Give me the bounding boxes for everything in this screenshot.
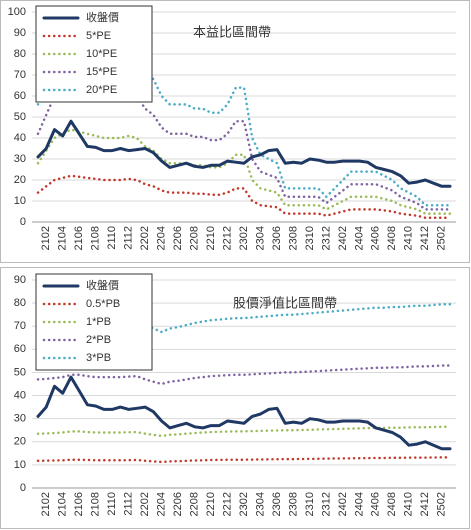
chart-title: 本益比區間帶 [193, 24, 271, 39]
x-tick-label: 2412 [419, 492, 431, 516]
x-tick-label: 2208 [188, 492, 200, 516]
x-tick-label: 2212 [221, 492, 233, 516]
y-tick-label: 70 [14, 320, 26, 332]
legend-label: 3*PB [86, 352, 111, 364]
y-tick-label: 0 [20, 216, 26, 228]
x-tick-label: 2402 [337, 226, 349, 250]
x-tick-label: 2308 [287, 226, 299, 250]
series-line [36, 128, 452, 215]
legend-label: 收盤價 [86, 10, 119, 24]
x-tick-label: 2306 [271, 492, 283, 516]
y-tick-label: 50 [14, 111, 26, 123]
x-tick-label: 2408 [386, 226, 398, 250]
series-line [36, 364, 452, 386]
x-tick-label: 2410 [403, 226, 415, 250]
x-tick-label: 2106 [73, 492, 85, 516]
x-tick-label: 2202 [139, 226, 151, 250]
x-tick-label: 2310 [304, 492, 316, 516]
x-tick-label: 2104 [57, 492, 69, 516]
y-tick-label: 60 [14, 343, 26, 355]
x-tick-label: 2312 [320, 492, 332, 516]
y-tick-label: 20 [14, 174, 26, 186]
y-tick-label: 40 [14, 132, 26, 144]
legend-label: 2*PB [86, 334, 111, 346]
x-tick-label: 2406 [370, 492, 382, 516]
y-tick-label: 90 [14, 274, 26, 286]
x-tick-label: 2304 [254, 492, 266, 516]
x-tick-label: 2306 [271, 226, 283, 250]
y-tick-label: 40 [14, 389, 26, 401]
x-tick-label: 2312 [320, 226, 332, 250]
chart-title: 股價淨值比區間帶 [233, 295, 337, 310]
x-tick-label: 2102 [40, 492, 52, 516]
x-tick-label: 2408 [386, 492, 398, 516]
y-tick-label: 60 [14, 90, 26, 102]
y-tick-label: 10 [14, 459, 26, 471]
x-tick-label: 2308 [287, 492, 299, 516]
legend-label: 10*PE [86, 48, 117, 60]
x-tick-label: 2206 [172, 492, 184, 516]
y-tick-label: 30 [14, 413, 26, 425]
x-tick-label: 2106 [73, 226, 85, 250]
x-tick-label: 2302 [238, 226, 250, 250]
y-tick-label: 80 [14, 297, 26, 309]
legend-label: 收盤價 [86, 278, 119, 292]
legend-label: 5*PE [86, 30, 111, 42]
x-tick-label: 2302 [238, 492, 250, 516]
y-tick-label: 80 [14, 48, 26, 60]
legend-label: 15*PE [86, 66, 117, 78]
x-tick-label: 2204 [156, 226, 168, 250]
x-tick-label: 2206 [172, 226, 184, 250]
y-tick-label: 0 [20, 482, 26, 494]
y-tick-label: 30 [14, 153, 26, 165]
y-tick-label: 50 [14, 366, 26, 378]
x-tick-label: 2404 [353, 492, 365, 516]
series-line [36, 174, 452, 220]
series-line [36, 119, 452, 188]
series-line [36, 82, 452, 211]
y-tick-label: 20 [14, 436, 26, 448]
x-tick-label: 2104 [57, 226, 69, 250]
x-tick-label: 2108 [90, 492, 102, 516]
x-tick-label: 2212 [221, 226, 233, 250]
x-tick-label: 2202 [139, 492, 151, 516]
x-tick-label: 2110 [106, 492, 118, 516]
y-tick-label: 90 [14, 27, 26, 39]
x-tick-label: 2406 [370, 226, 382, 250]
x-tick-label: 2112 [123, 226, 135, 250]
y-tick-label: 70 [14, 69, 26, 81]
x-tick-label: 2102 [40, 226, 52, 250]
series-line [36, 375, 452, 451]
x-tick-label: 2108 [90, 226, 102, 250]
x-tick-label: 2502 [436, 492, 448, 516]
x-tick-label: 2210 [205, 492, 217, 516]
x-tick-label: 2402 [337, 492, 349, 516]
x-tick-label: 2304 [254, 226, 266, 250]
x-tick-label: 2502 [436, 226, 448, 250]
x-tick-label: 2310 [304, 226, 316, 250]
x-tick-label: 2112 [123, 492, 135, 516]
legend-label: 1*PB [86, 316, 111, 328]
x-tick-label: 2412 [419, 226, 431, 250]
legend-label: 20*PE [86, 84, 117, 96]
x-tick-label: 2404 [353, 226, 365, 250]
y-tick-label: 10 [14, 195, 26, 207]
x-tick-label: 2204 [156, 492, 168, 516]
x-tick-label: 2208 [188, 226, 200, 250]
x-tick-label: 2110 [106, 226, 118, 250]
legend-label: 0.5*PB [86, 298, 120, 310]
y-tick-label: 100 [8, 6, 26, 18]
x-tick-label: 2410 [403, 492, 415, 516]
x-tick-label: 2210 [205, 226, 217, 250]
